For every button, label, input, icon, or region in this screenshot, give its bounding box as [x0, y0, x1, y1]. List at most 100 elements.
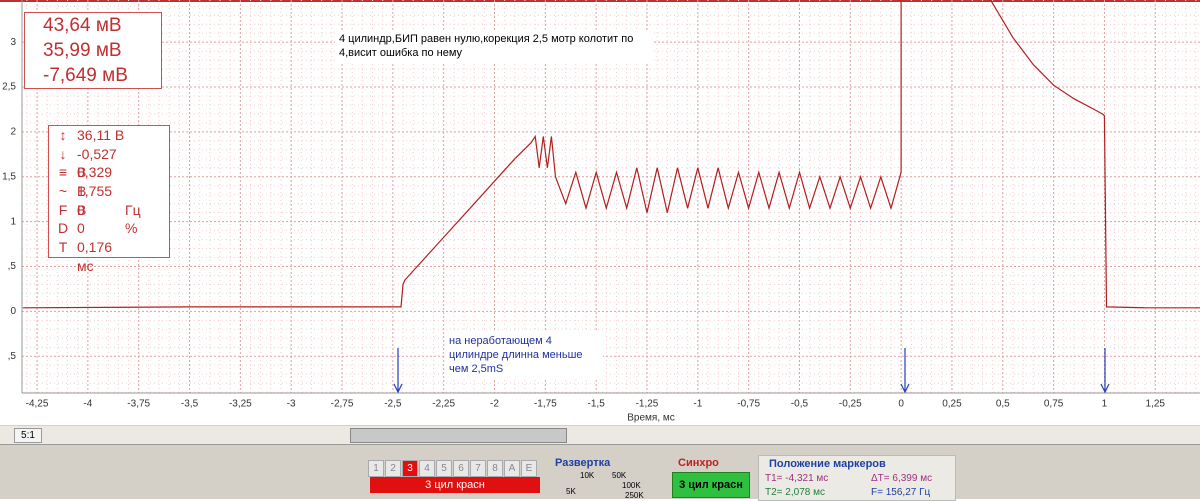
channel-button[interactable]: 6 — [453, 460, 469, 477]
plot-area — [22, 0, 1200, 393]
stat-label: D — [57, 220, 69, 237]
x-tick-label: 1 — [1102, 399, 1108, 410]
channel-button[interactable]: 2 — [385, 460, 401, 477]
channel-button[interactable]: 1 — [368, 460, 384, 477]
stat-unit: Гц — [125, 201, 141, 218]
marker-t1: 43,64 мВ — [43, 15, 122, 36]
waveform — [22, 0, 902, 309]
marker-panel: Положение маркеров T1= -4,321 мс ΔT= 6,3… — [758, 455, 956, 501]
stat-row: T 0,176 мс — [49, 238, 169, 274]
stat-row: D 0% — [49, 219, 169, 238]
marker-t2: 35,99 мВ — [43, 40, 122, 61]
note-line: 4 цилиндр,БИП равен нулю,корекция 2,5 мо… — [339, 33, 634, 45]
x-tick-label: -1 — [693, 399, 702, 410]
channel-button[interactable]: 8 — [487, 460, 503, 477]
waveform — [990, 0, 1200, 309]
note-line: 4,висит ошибка по нему — [339, 47, 463, 59]
note-top: 4 цилиндр,БИП равен нулю,корекция 2,5 мо… — [335, 30, 653, 62]
sweep-title: Развертка — [555, 457, 611, 469]
x-tick-label: -2,25 — [432, 399, 455, 410]
y-tick-label: 3 — [10, 37, 16, 48]
x-axis-label: Время, мс — [627, 413, 675, 424]
stat-row: ↓ -0,527 В — [49, 145, 169, 181]
stat-label: F — [58, 201, 68, 218]
t1: T1= -4,321 мс — [765, 473, 829, 484]
x-tick-label: -0,25 — [839, 399, 862, 410]
y-tick-label: 1,5 — [2, 171, 16, 182]
chart: Время, мс -4,25 -4 -3,75 -3,5 -3,25 -3 -2,75 -2… — [0, 0, 1200, 424]
y-tick-label: 0 — [10, 306, 16, 317]
scroll-thumb[interactable] — [350, 428, 567, 443]
x-tick-label: -4 — [83, 399, 92, 410]
marker-title: Положение маркеров — [769, 458, 886, 470]
x-tick-label: -1,25 — [636, 399, 659, 410]
channel-button[interactable]: 4 — [419, 460, 435, 477]
channel-button[interactable]: A — [504, 460, 520, 477]
note-line: на неработающем 4 — [449, 335, 552, 347]
stat-value: 36,11 В — [77, 127, 125, 143]
y-tick-label: 1 — [10, 216, 16, 227]
sweep-label: 100K — [622, 481, 641, 490]
x-tick-label: -2,5 — [384, 399, 402, 410]
sync-title: Синхро — [678, 457, 719, 469]
stat-unit: % — [125, 220, 138, 237]
x-tick-label: 0,25 — [942, 399, 962, 410]
sweep-label: 10K — [580, 471, 595, 480]
channel-button[interactable]: 3 — [402, 460, 418, 477]
scroll-row: 5:1 — [0, 426, 1200, 445]
channel-button[interactable]: 7 — [470, 460, 486, 477]
channel-name: 3 цил красн — [370, 477, 540, 493]
y-tick-label: ,5 — [8, 351, 17, 362]
stat-value: 0 — [77, 220, 85, 237]
x-tick-label: 0 — [898, 399, 904, 410]
stat-label: T — [58, 239, 68, 256]
x-tick-label: -2 — [490, 399, 499, 410]
stat-label: ~ — [58, 183, 68, 200]
x-tick-label: 0,5 — [996, 399, 1010, 410]
channel-button[interactable]: E — [521, 460, 537, 477]
note-line: цилиндре длинна меньше — [449, 349, 583, 361]
y-tick-label: 2,5 — [2, 82, 16, 93]
x-tick-label: -3,75 — [127, 399, 150, 410]
stat-value: 0,329 В — [77, 164, 113, 200]
stat-row: ↕ 36,11 В — [49, 126, 169, 145]
zoom-button[interactable]: 5:1 — [14, 428, 42, 443]
stat-row: F 0 Гц — [49, 201, 169, 220]
stat-value: 0 — [77, 201, 85, 218]
x-tick-label: 0,75 — [1044, 399, 1064, 410]
stat-value: 1,755 В — [77, 183, 113, 218]
marker-arrow — [900, 348, 910, 394]
x-tick-label: -3,5 — [181, 399, 199, 410]
x-tick-label: -0,75 — [737, 399, 760, 410]
stats-box: ↕ 36,11 В ↓ -0,527 В ≡ 0,329 В ~1,755 В F 0 Гц D 0%… — [48, 125, 170, 274]
x-tick-label: 1,25 — [1146, 399, 1166, 410]
freq: F= 156,27 Гц — [871, 487, 931, 498]
x-tick-label: -3 — [287, 399, 296, 410]
marker-arrow — [1100, 348, 1110, 394]
stat-row: ≡ 0,329 В — [49, 163, 169, 200]
channel-button[interactable]: 5 — [436, 460, 452, 477]
x-tick-label: -0,5 — [791, 399, 809, 410]
note-line: чем 2,5mS — [449, 363, 504, 375]
x-tick-label: -1,5 — [588, 399, 606, 410]
note-bottom: на неработающем 4 цилиндре длинна меньше… — [445, 332, 603, 378]
x-tick-label: -1,75 — [534, 399, 557, 410]
y-tick-label: ,5 — [8, 261, 17, 272]
stat-label: ↕ — [59, 127, 67, 143]
x-tick-label: -4,25 — [26, 399, 49, 410]
marker-box: 43,64 мВ 35,99 мВ -7,649 мВ — [24, 12, 162, 89]
marker-arrow — [393, 348, 403, 394]
sweep-label: 50K — [612, 471, 627, 480]
marker-delta: -7,649 мВ — [43, 65, 128, 86]
stat-value: -0,527 В — [77, 145, 117, 181]
dt: ΔT= 6,399 мс — [871, 473, 933, 484]
stat-label: ↓ — [59, 145, 67, 162]
stat-label: ≡ — [58, 164, 68, 181]
t2: T2= 2,078 мс — [765, 487, 825, 498]
x-tick-label: -3,25 — [229, 399, 252, 410]
sync-button[interactable]: 3 цил красн — [672, 472, 750, 498]
sweep-label: 5K — [566, 487, 576, 496]
